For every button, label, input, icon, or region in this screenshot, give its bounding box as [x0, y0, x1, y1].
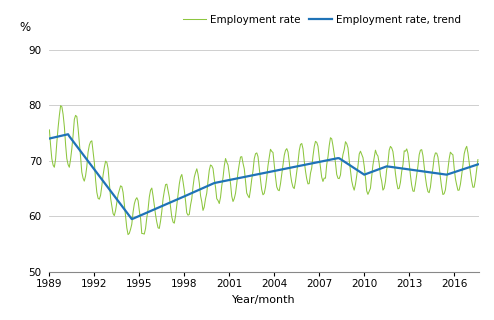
X-axis label: Year/month: Year/month	[233, 294, 296, 305]
Line: Employment rate: Employment rate	[49, 106, 478, 235]
Text: %: %	[19, 21, 31, 34]
Legend: Employment rate, Employment rate, trend: Employment rate, Employment rate, trend	[179, 11, 465, 29]
Line: Employment rate, trend: Employment rate, trend	[49, 134, 478, 219]
